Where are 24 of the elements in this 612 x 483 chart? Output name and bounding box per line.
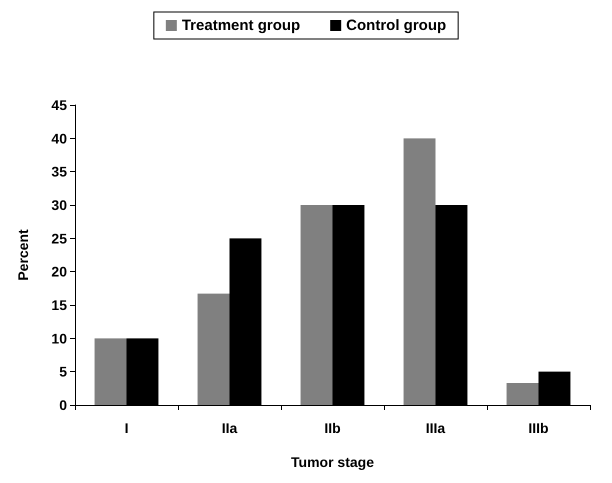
bar	[404, 138, 436, 405]
y-tick-label: 20	[51, 264, 68, 280]
y-tick-label: 0	[59, 397, 68, 413]
y-tick-label: 25	[51, 230, 68, 246]
x-tick-label: IIIa	[426, 420, 446, 436]
y-tick-label: 5	[59, 364, 68, 380]
x-tick-label: IIb	[324, 420, 341, 436]
bar	[506, 383, 538, 405]
y-tick-label: 15	[51, 297, 68, 313]
y-axis-title: Percent	[15, 228, 31, 281]
legend-label: Control group	[346, 17, 446, 34]
y-tick-label: 35	[51, 164, 68, 180]
bar	[300, 205, 332, 405]
bar	[198, 294, 230, 405]
x-axis-title: Tumor stage	[291, 454, 374, 470]
y-tick-label: 10	[51, 330, 68, 346]
x-tick-label: IIa	[222, 420, 238, 436]
legend-label: Treatment group	[182, 17, 300, 34]
y-tick-label: 30	[51, 197, 68, 213]
x-tick-label: I	[124, 420, 128, 436]
bar	[94, 338, 126, 405]
y-tick-label: 40	[51, 130, 68, 146]
x-tick-label: IIIb	[528, 420, 549, 436]
y-tick-label: 45	[51, 97, 68, 113]
